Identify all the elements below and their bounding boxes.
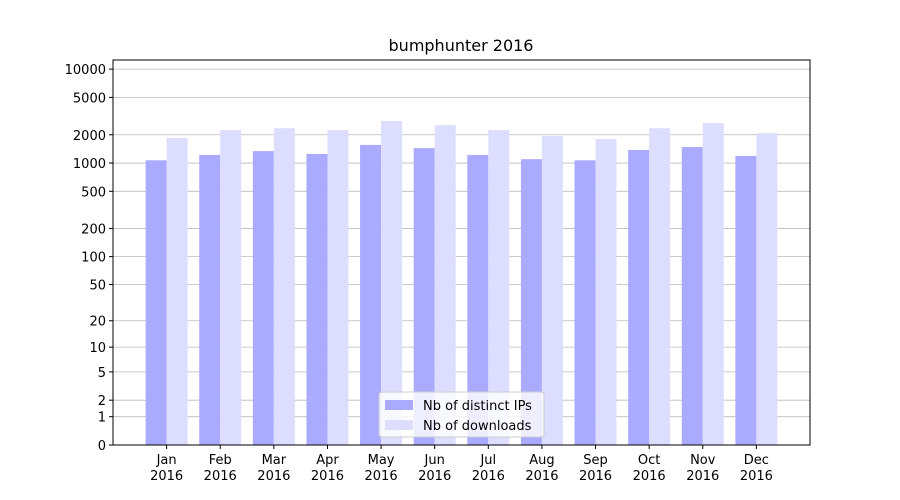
bar <box>574 160 596 446</box>
bar <box>702 123 724 446</box>
x-tick-label: Aug 2016 <box>525 453 559 484</box>
bar <box>252 151 274 446</box>
y-tick-label: 50 <box>89 279 106 294</box>
y-tick-label: 500 <box>81 185 106 200</box>
bar <box>273 128 295 446</box>
bar <box>649 128 671 446</box>
bar <box>145 160 167 446</box>
bar <box>327 130 349 446</box>
y-tick-label: 1 <box>98 411 106 426</box>
bar <box>434 125 456 446</box>
bar <box>220 130 242 446</box>
x-tick-label: Jan 2016 <box>150 453 184 484</box>
bar <box>360 144 382 445</box>
x-tick-label: Jul 2016 <box>471 453 505 484</box>
chart-title: bumphunter 2016 <box>389 36 534 55</box>
x-tick-label: Jun 2016 <box>418 453 452 484</box>
plot-frame <box>112 59 811 446</box>
x-tick-label: Feb 2016 <box>203 453 237 484</box>
bar <box>467 154 489 445</box>
bar <box>735 155 757 446</box>
bar <box>756 133 778 445</box>
legend-swatch <box>385 400 413 410</box>
y-tick-label: 20 <box>89 315 106 330</box>
x-tick-label: Nov 2016 <box>686 453 720 484</box>
bar <box>413 148 435 446</box>
y-tick-label: 10 <box>89 341 106 356</box>
y-tick-label: 100 <box>81 251 106 266</box>
y-tick-label: 5000 <box>73 91 106 106</box>
bar <box>306 153 328 445</box>
bar <box>381 121 403 445</box>
legend-label: Nb of downloads <box>423 419 532 434</box>
y-tick-label: 0 <box>98 439 106 454</box>
y-tick-label: 2000 <box>73 129 106 144</box>
y-tick-label: 10000 <box>65 63 106 78</box>
bar <box>199 154 221 445</box>
bar <box>541 136 563 446</box>
y-tick-label: 200 <box>81 223 106 238</box>
y-tick-label: 2 <box>98 394 106 409</box>
bar <box>628 149 650 445</box>
y-tick-label: 1000 <box>73 157 106 172</box>
bar <box>488 130 510 446</box>
x-tick-label: Sep 2016 <box>578 453 613 484</box>
legend-swatch <box>385 420 413 430</box>
x-tick-label: May 2016 <box>364 453 398 484</box>
x-tick-label: Apr 2016 <box>310 453 344 484</box>
legend-box <box>378 391 545 438</box>
x-tick-label: Mar 2016 <box>257 453 291 484</box>
bar <box>520 159 542 445</box>
bar <box>166 137 188 445</box>
y-tick-label: 5 <box>98 366 106 381</box>
legend-label: Nb of distinct IPs <box>423 399 532 414</box>
x-tick-label: Dec 2016 <box>739 453 773 484</box>
x-tick-label: Oct 2016 <box>632 453 666 484</box>
bar <box>681 147 703 446</box>
bar <box>595 139 617 445</box>
